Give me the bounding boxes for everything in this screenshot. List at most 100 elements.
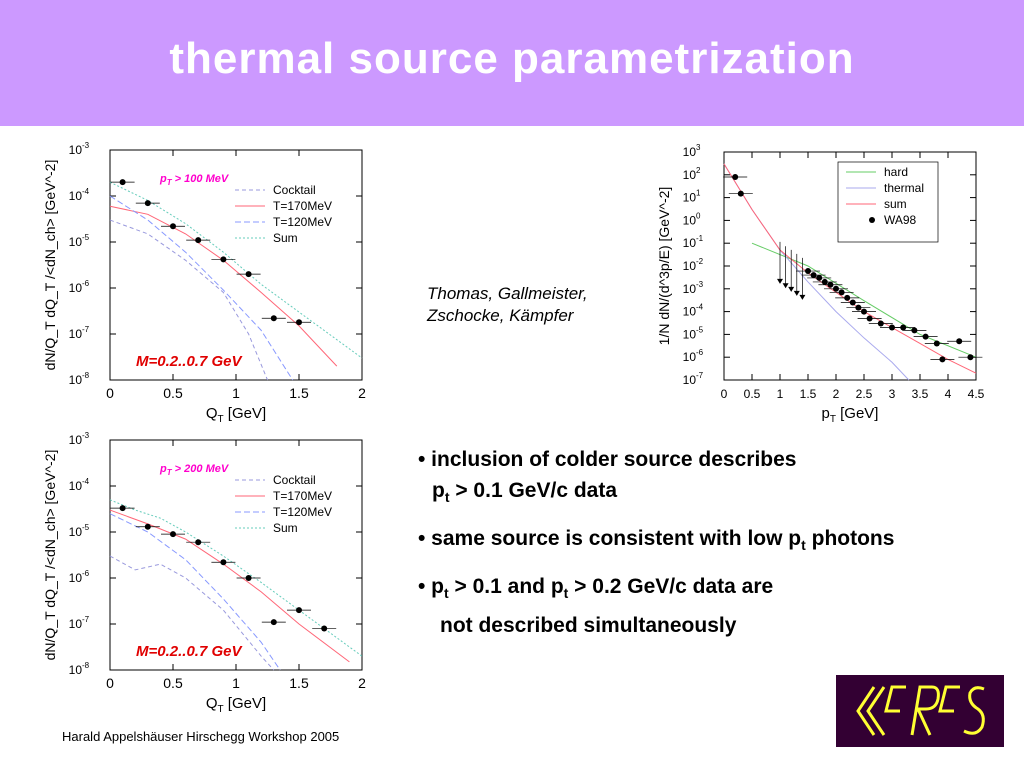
y-tick-exponent: 1 <box>696 189 701 198</box>
data-point <box>900 324 907 331</box>
plot-svg-pt100: 0 0.5 1 1.5 210-810-710-610-510-410 -3Cocktai… <box>42 141 366 425</box>
x-axis-label-main: Q <box>206 695 218 712</box>
y-tick-label: 10 <box>69 663 83 677</box>
data-point <box>967 354 974 361</box>
bullet-1-text: • inclusion of colder source describes <box>418 448 797 471</box>
y-tick-exponent: -8 <box>82 661 90 670</box>
pt-cut-sub: T <box>167 468 173 477</box>
data-point <box>170 531 176 538</box>
y-axis-label: dN/Q_T dQ_T /<dN_ch> [GeV^-2] <box>42 160 58 371</box>
bullet-1-line-2: pt > 0.1 GeV/c data <box>418 475 1018 513</box>
bullet-3-sub-2: t <box>563 585 569 602</box>
data-point <box>144 523 151 530</box>
curve-t170 <box>109 205 338 367</box>
x-tick-label: 1 <box>232 385 240 401</box>
bullet-3-line-2: not described simultaneously <box>440 613 737 637</box>
y-tick-label: 10 <box>69 525 83 539</box>
pt-cut-p: p <box>159 173 167 185</box>
pt-cut-sub: T <box>167 178 173 187</box>
data-point <box>810 272 817 279</box>
bullet-3-text: • p <box>418 575 445 599</box>
data-point <box>939 356 946 363</box>
upper-limit-marker <box>799 294 806 300</box>
data-point <box>911 327 918 334</box>
legend-label: Cocktail <box>273 183 316 197</box>
bullet-2-sub: t <box>801 537 806 554</box>
bullet-1: • inclusion of colder source describes p… <box>418 444 1018 513</box>
x-tick-label: 4.5 <box>968 387 985 401</box>
legend-label: Sum <box>273 231 298 245</box>
x-tick-label: 4 <box>945 387 952 401</box>
x-axis-label-sub: T <box>218 414 224 425</box>
photon-plot-wa98: 0 0.5 1 1.5 2 2.5 3 3.5 4 4.5 10 -7 10 -6 10 -5 10 -4 10 -3… <box>640 130 1024 435</box>
y-axis-label: 1/N dN/(d^3p/E) [GeV^-2] <box>656 187 672 346</box>
legend-label: Cocktail <box>273 473 316 487</box>
pt-cut-label: pT > 100 MeV <box>159 173 230 187</box>
bullet-1-sub: t <box>444 489 450 506</box>
data-point <box>833 285 839 292</box>
y-tick-exponent: -7 <box>82 325 90 334</box>
y-tick-label: 10 <box>683 350 697 364</box>
x-axis-label-main: Q <box>206 405 218 422</box>
data-point <box>855 304 862 311</box>
data-point <box>816 274 823 281</box>
x-tick-label: 3 <box>889 387 896 401</box>
y-tick-exponent: -7 <box>82 615 90 624</box>
x-axis-label: QT [GeV] <box>206 695 266 715</box>
pt-cut-value: > 100 MeV <box>172 173 230 185</box>
y-tick-label: 10 <box>69 143 83 157</box>
data-point <box>844 294 851 301</box>
y-tick-exponent: -7 <box>696 371 704 380</box>
legend-label: T=170MeV <box>273 489 332 503</box>
x-axis-label-unit: [GeV] <box>836 405 879 422</box>
legend-box <box>837 161 939 243</box>
x-tick-label: 0 <box>106 385 114 401</box>
slide-header <box>0 0 1024 126</box>
data-point <box>861 308 867 315</box>
data-point <box>170 223 176 230</box>
curve-t170 <box>109 509 350 663</box>
data-point <box>119 179 126 186</box>
y-tick-label: 10 <box>683 145 697 159</box>
data-point <box>245 271 252 278</box>
bullet-2-text: • same source is consistent with low p <box>418 527 802 551</box>
pt-cut-value: > 200 MeV <box>172 463 230 475</box>
y-tick-exponent: -1 <box>696 234 704 243</box>
pt-cut-p: p <box>159 463 167 475</box>
y-tick-exponent: -3 <box>82 431 90 440</box>
legend-label: T=120MeV <box>273 215 332 229</box>
y-tick-exponent: -5 <box>82 523 90 532</box>
x-tick-label: 0.5 <box>163 675 183 691</box>
y-tick-label: 10 <box>683 191 697 205</box>
y-tick-exponent: -2 <box>696 257 704 266</box>
y-tick-exponent: 0 <box>696 211 701 220</box>
data-point <box>119 505 126 512</box>
y-axis-label: dN/Q_T dQ_T /<dN_ch> [GeV^-2] <box>42 450 58 661</box>
x-tick-label: 2 <box>358 675 366 691</box>
y-tick-exponent: -3 <box>82 141 90 150</box>
plot-svg-wa98: 0 0.5 1 1.5 2 2.5 3 3.5 4 4.510-710-610-510-410-3… <box>656 143 985 425</box>
dilepton-plot-pt100: 0 0.5 1 1.5 2 10 -8 10 -7 10 -6 10 -5 10 -4 10 -3 Cocktai… <box>0 130 380 435</box>
data-point <box>245 575 252 581</box>
data-point <box>220 559 227 566</box>
upper-limit-marker <box>793 290 800 296</box>
y-tick-label: 10 <box>69 479 83 493</box>
y-tick-label: 10 <box>69 235 83 249</box>
y-tick-exponent: -4 <box>696 303 704 312</box>
data-point <box>220 256 227 263</box>
x-axis-label: pT [GeV] <box>822 405 879 425</box>
x-tick-label: 0.5 <box>744 387 761 401</box>
y-tick-exponent: -3 <box>696 280 704 289</box>
data-point <box>849 299 856 306</box>
data-point <box>195 237 202 244</box>
ceres-logo <box>836 675 1004 747</box>
upper-limit-marker <box>777 278 783 284</box>
y-tick-exponent: -4 <box>82 187 90 196</box>
data-point <box>737 190 744 197</box>
x-axis-label-sub: T <box>218 704 224 715</box>
ceres-logo-art <box>856 685 985 736</box>
x-tick-label: 0 <box>721 387 728 401</box>
y-tick-label: 10 <box>683 236 697 250</box>
upper-limit-marker <box>782 283 789 289</box>
x-tick-label: 1 <box>232 675 240 691</box>
